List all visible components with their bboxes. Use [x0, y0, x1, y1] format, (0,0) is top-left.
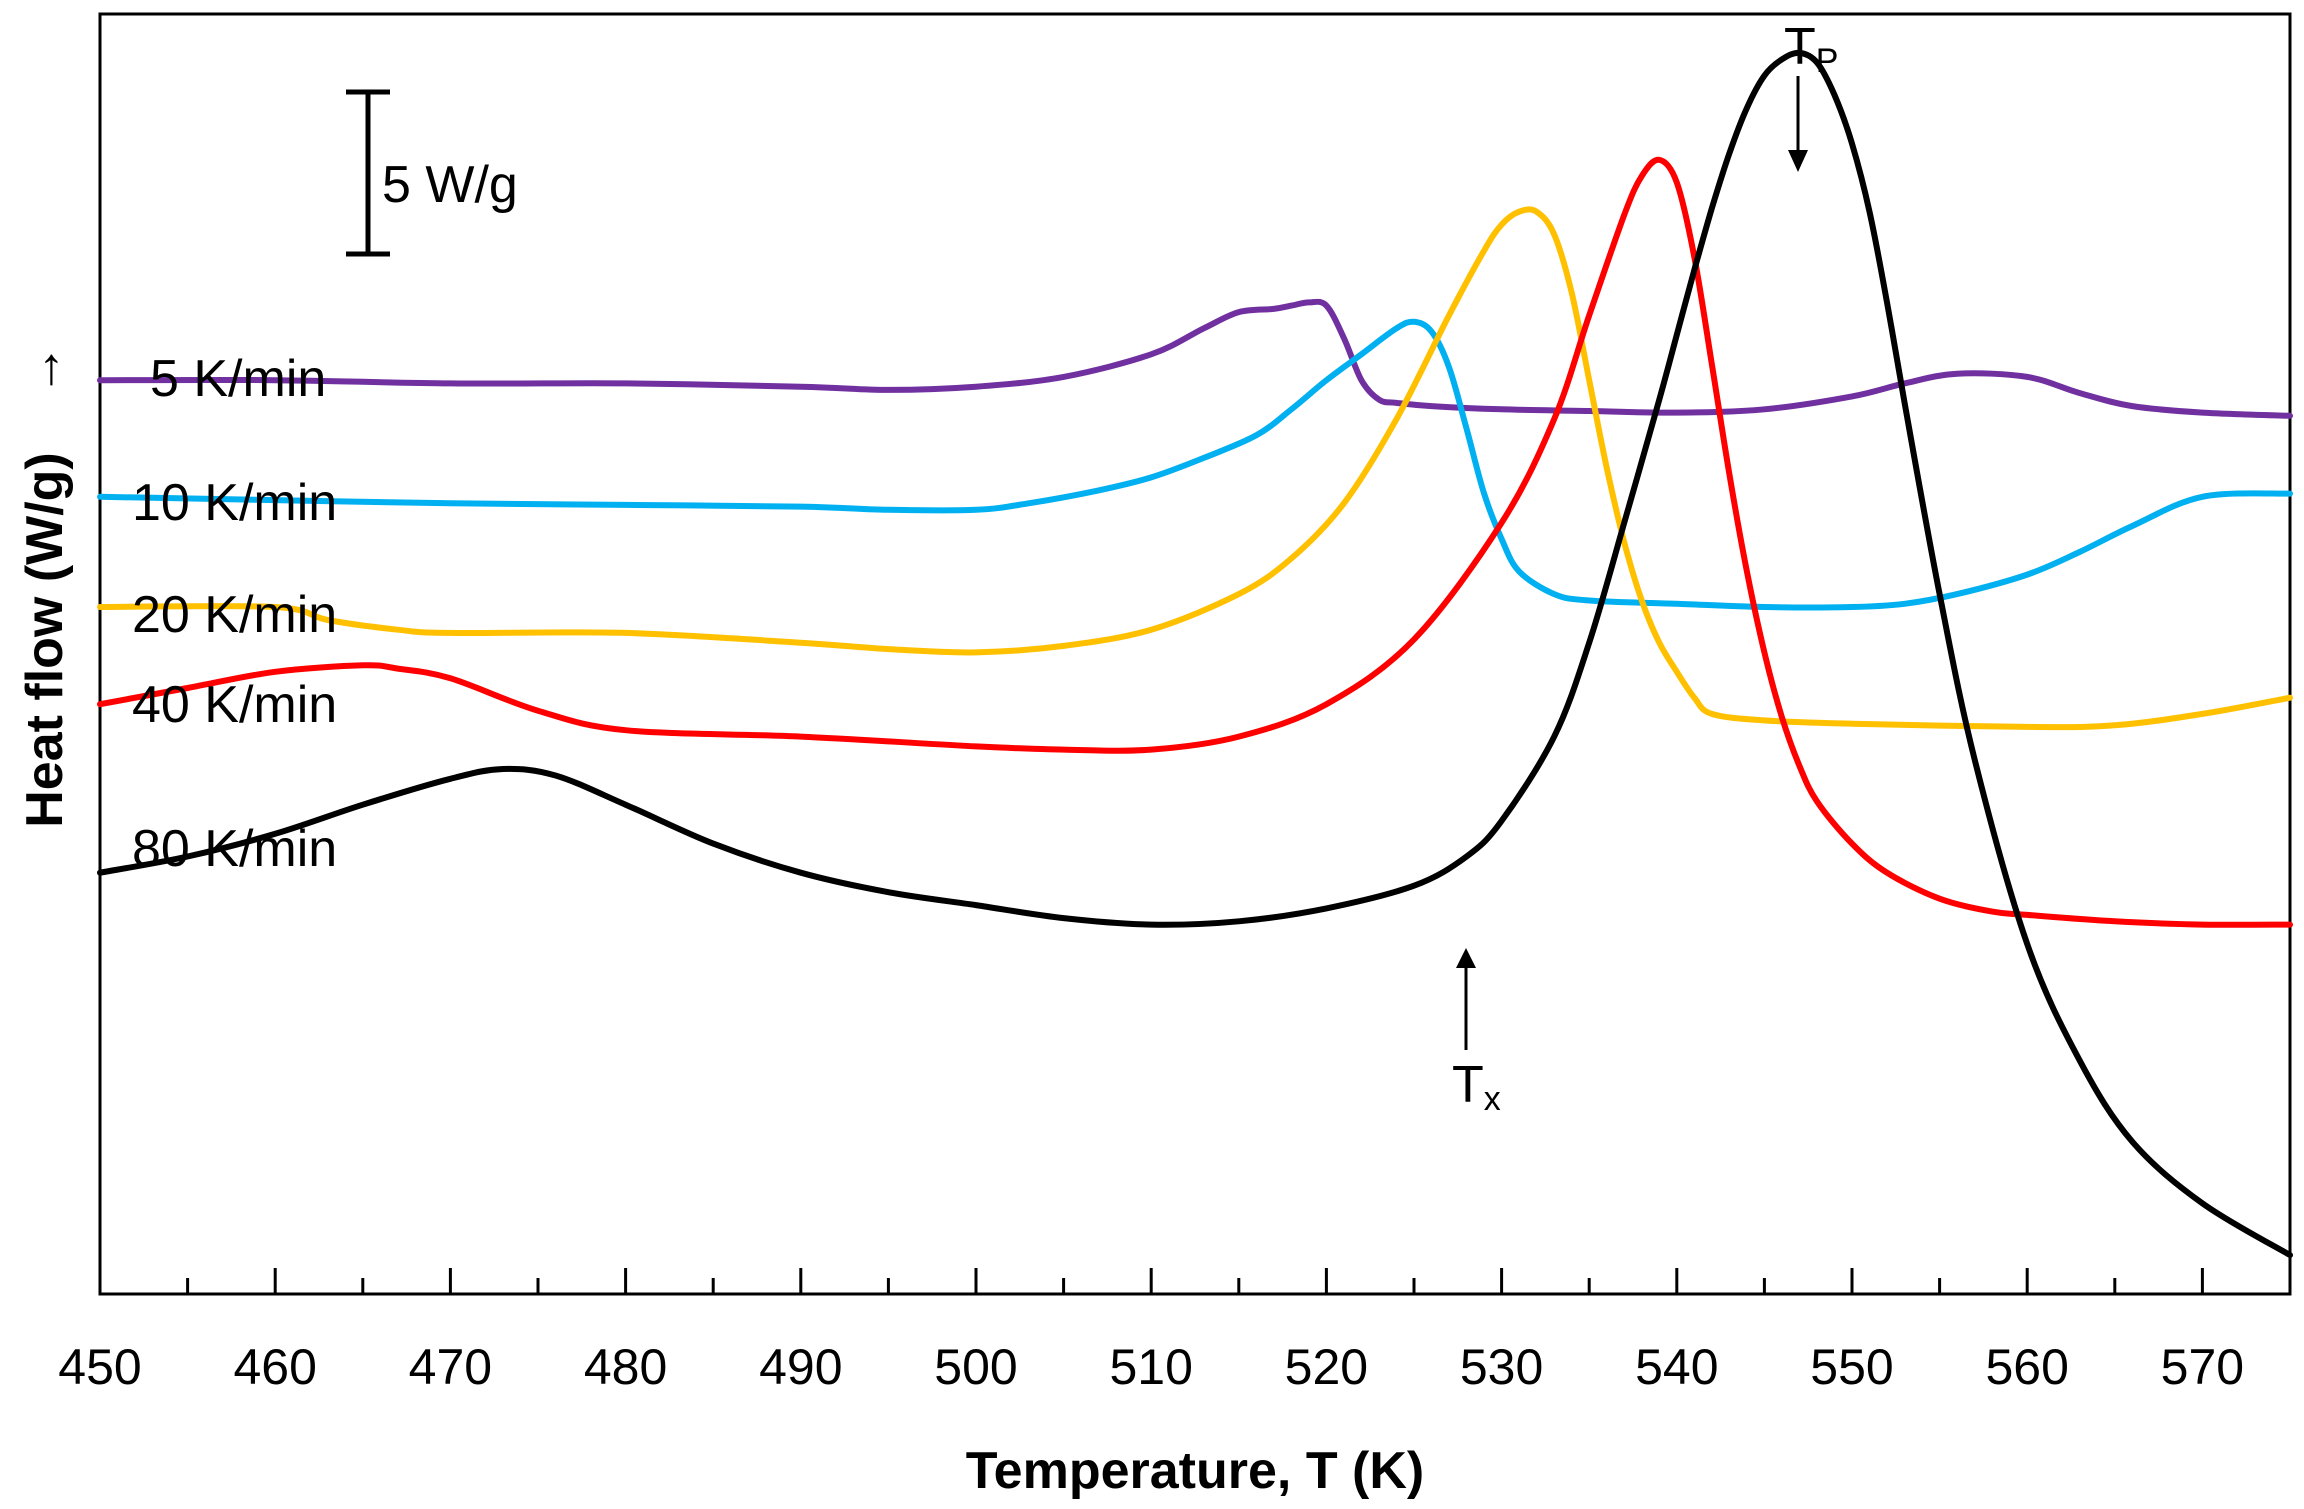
series-layer: [97, 49, 2293, 1259]
plot-area: [98, 12, 2292, 1296]
tp-arrow-head: [1788, 150, 1808, 172]
x-axis-title: Temperature, T (K): [966, 1442, 1424, 1500]
x-tick-label: 560: [1985, 1339, 2068, 1395]
x-tick-label: 530: [1460, 1339, 1543, 1395]
x-tick-label: 480: [584, 1339, 667, 1395]
x-tick-label: 460: [233, 1339, 316, 1395]
series-line-40kmin: [97, 156, 2293, 928]
series-line-80kmin: [97, 49, 2293, 1259]
series-label-5: 5 K/min: [150, 350, 326, 408]
tp-annotation: TP: [1784, 18, 1838, 172]
series-label-40: 40 K/min: [132, 676, 337, 734]
x-tick-label: 570: [2161, 1339, 2244, 1395]
x-tick-label: 500: [934, 1339, 1017, 1395]
tp-label: TP: [1784, 18, 1838, 80]
tx-label-sub: x: [1484, 1080, 1501, 1118]
tx-annotation: Tx: [1452, 948, 1501, 1118]
series-label-20: 20 K/min: [132, 586, 337, 644]
x-tick-label: 450: [58, 1339, 141, 1395]
tx-label: Tx: [1452, 1056, 1501, 1118]
series-line-5kmin: [97, 298, 2293, 419]
series-label-10: 10 K/min: [132, 474, 337, 532]
x-tick-label: 540: [1635, 1339, 1718, 1395]
scale-bar: 5 W/g: [346, 89, 518, 257]
series-line-20kmin: [97, 206, 2293, 731]
y-axis-arrow: →: [14, 344, 72, 396]
y-axis-title: Heat flow (W/g) →: [14, 344, 74, 828]
series-line-10kmin: [97, 318, 2293, 611]
scale-bar-label: 5 W/g: [382, 156, 518, 214]
series-label-80: 80 K/min: [132, 820, 337, 878]
x-tick-label: 490: [759, 1339, 842, 1395]
x-tick-label: 520: [1285, 1339, 1368, 1395]
tx-label-main: T: [1452, 1056, 1484, 1114]
x-tick-label: 470: [409, 1339, 492, 1395]
y-axis-title-text: Heat flow (W/g): [16, 452, 74, 828]
tp-label-main: T: [1784, 18, 1816, 76]
x-axis-tick-labels: 450 460 470 480 490 500 510 520 530 540 550 560 570: [58, 1339, 2244, 1395]
tx-arrow-head: [1456, 948, 1476, 968]
x-axis-ticks: [98, 1268, 2292, 1294]
x-tick-label: 550: [1810, 1339, 1893, 1395]
tp-label-sub: P: [1816, 42, 1839, 80]
x-tick-label: 510: [1109, 1339, 1192, 1395]
